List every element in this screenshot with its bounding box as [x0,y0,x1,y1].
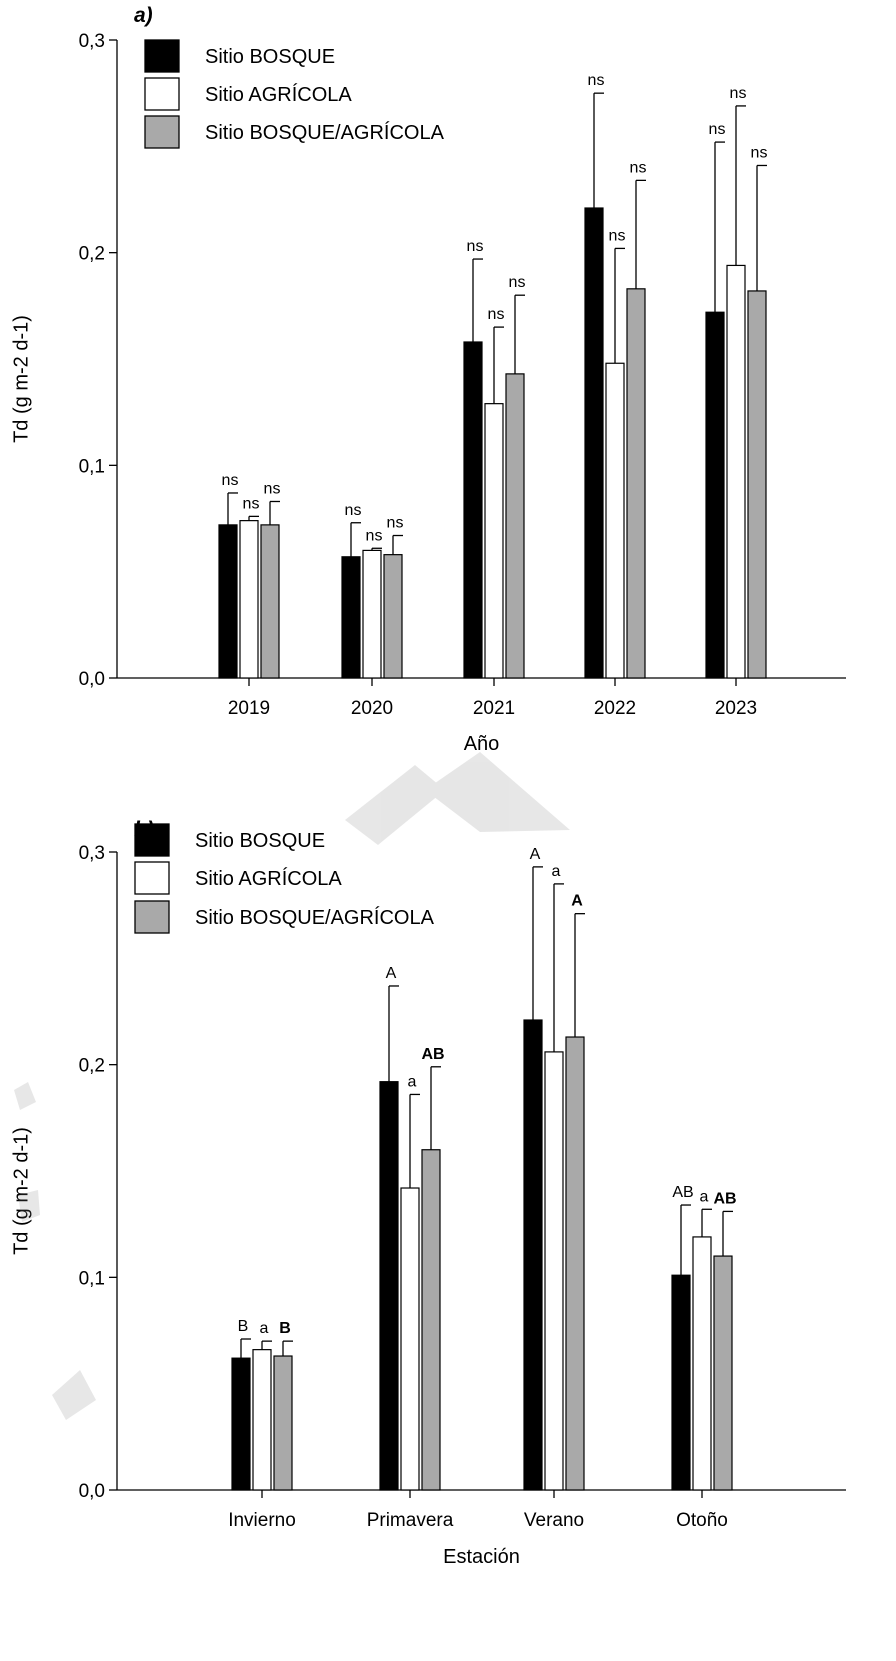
bar [463,341,483,679]
legend-label: Sitio BOSQUE [195,830,325,852]
y-tick-label: 0,0 [79,669,105,690]
bar [671,1274,691,1491]
significance-label: ns [709,121,726,138]
legend-label: Sitio AGRÍCOLA [195,867,342,890]
bar [626,288,646,679]
x-tick-label: Otoño [676,1510,728,1531]
panel-a: a) 0,0 0,1 0,2 0,3 Td (g m-2 d-1) 2019 2020 2021… [10,4,846,755]
significance-label: ns [588,72,605,89]
y-tick-label: 0,1 [79,456,105,477]
significance-label: ns [751,144,768,161]
bar [273,1355,293,1491]
bar [565,1036,585,1491]
y-tick-label: 0,3 [79,843,105,864]
bar [260,524,280,679]
legend-swatch [134,900,170,934]
y-axis-title: Td (g m-2 d-1) [10,1127,32,1255]
legend-swatch [144,115,180,149]
significance-label: a [408,1073,417,1090]
y-tick-label: 0,2 [79,1056,105,1077]
bar [705,311,725,679]
x-axis-title: Año [464,733,500,755]
bar [252,1349,272,1491]
x-tick-label: Primavera [367,1510,454,1531]
legend-label: Sitio BOSQUE [205,46,335,68]
bar [484,403,504,679]
x-tick-label: Invierno [228,1510,296,1531]
significance-label: ns [222,472,239,489]
legend-swatch [144,39,180,73]
bar [605,362,625,679]
significance-label: AB [713,1190,736,1207]
significance-label: ns [467,238,484,255]
significance-label: B [238,1318,249,1335]
bar [726,264,746,679]
significance-label: ns [264,480,281,497]
x-tick-label: 2023 [715,698,757,719]
y-tick-label: 0,3 [79,31,105,52]
panel-label: a) [134,4,153,27]
bar [362,549,382,679]
x-tick-label: 2019 [228,698,270,719]
x-axis-title: Estación [443,1546,520,1568]
bar [421,1149,441,1491]
bar [379,1081,399,1491]
significance-label: B [279,1320,291,1337]
legend-swatch [134,861,170,895]
significance-label: ns [730,85,747,102]
bar [692,1236,712,1491]
significance-label: ns [509,274,526,291]
significance-label: AB [421,1046,444,1063]
significance-label: a [700,1188,709,1205]
bar [713,1255,733,1491]
x-tick-label: 2021 [473,698,515,719]
bar [231,1357,251,1491]
significance-label: ns [488,306,505,323]
significance-label: A [386,965,397,982]
bar [239,520,259,679]
significance-label: A [530,846,541,863]
x-tick-label: 2020 [351,698,393,719]
x-tick-label: Verano [524,1510,584,1531]
bar [523,1019,543,1491]
bar [218,524,238,679]
bar [584,207,604,679]
significance-label: A [571,893,583,910]
significance-label: ns [630,159,647,176]
y-tick-label: 0,0 [79,1481,105,1502]
y-axis-title: Td (g m-2 d-1) [10,315,32,443]
legend-swatch [144,77,180,111]
legend-label: Sitio BOSQUE/AGRÍCOLA [205,121,445,144]
significance-label: a [260,1320,269,1337]
bar [544,1051,564,1491]
panel-b: b)0,00,10,20,3Td (g m-2 d-1)InviernoPrim… [10,818,846,1568]
significance-label: ns [609,227,626,244]
significance-label: ns [366,527,383,544]
bar [341,556,361,679]
significance-label: ns [387,515,404,532]
watermark [14,752,570,1420]
bar [383,554,403,679]
legend-swatch [134,823,170,857]
x-tick-label: 2022 [594,698,636,719]
significance-label: AB [672,1184,693,1201]
bar [400,1187,420,1491]
legend-label: Sitio BOSQUE/AGRÍCOLA [195,906,435,929]
bar [747,290,767,679]
bar [505,373,525,679]
y-tick-label: 0,1 [79,1268,105,1289]
significance-label: ns [243,495,260,512]
significance-label: a [552,863,561,880]
y-tick-label: 0,2 [79,244,105,265]
significance-label: ns [345,502,362,519]
legend-label: Sitio AGRÍCOLA [205,83,352,106]
